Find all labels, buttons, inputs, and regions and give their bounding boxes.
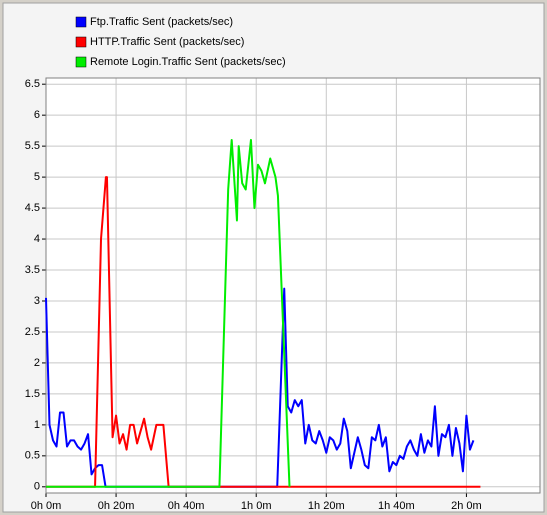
- y-tick-label: 2.5: [25, 326, 40, 338]
- legend-label: Remote Login.Traffic Sent (packets/sec): [90, 56, 286, 68]
- y-tick-label: 1.5: [25, 388, 40, 400]
- y-tick-label: 5.5: [25, 140, 40, 152]
- x-tick-label: 1h 40m: [378, 500, 415, 512]
- y-tick-label: 3.5: [25, 264, 40, 276]
- y-tick-label: 4.5: [25, 202, 40, 214]
- x-tick-label: 0h 20m: [98, 500, 135, 512]
- legend-label: Ftp.Traffic Sent (packets/sec): [90, 16, 233, 28]
- legend-swatch: [75, 16, 87, 28]
- y-tick-label: 6.5: [25, 78, 40, 90]
- series-line: [45, 287, 475, 488]
- y-tick-label: 5: [34, 171, 40, 183]
- y-tick-label: 6: [34, 109, 40, 121]
- y-tick-label: 0: [34, 481, 40, 493]
- y-tick-label: 3: [34, 295, 40, 307]
- y-tick-label: 2: [34, 357, 40, 369]
- series-line: [46, 138, 291, 488]
- x-tick-label: 0h 0m: [31, 500, 62, 512]
- y-tick-label: 4: [34, 233, 40, 245]
- x-tick-label: 0h 40m: [168, 500, 205, 512]
- plot-border: [45, 77, 541, 494]
- x-tick-label: 2h 0m: [451, 500, 482, 512]
- legend-label: HTTP.Traffic Sent (packets/sec): [90, 36, 244, 48]
- series-line: [46, 176, 481, 488]
- legend-swatch: [75, 36, 87, 48]
- y-tick-label: 1: [34, 419, 40, 431]
- x-tick-label: 1h 20m: [308, 500, 345, 512]
- y-tick-label: 0.5: [25, 450, 40, 462]
- legend-swatch: [75, 56, 87, 68]
- x-tick-label: 1h 0m: [241, 500, 272, 512]
